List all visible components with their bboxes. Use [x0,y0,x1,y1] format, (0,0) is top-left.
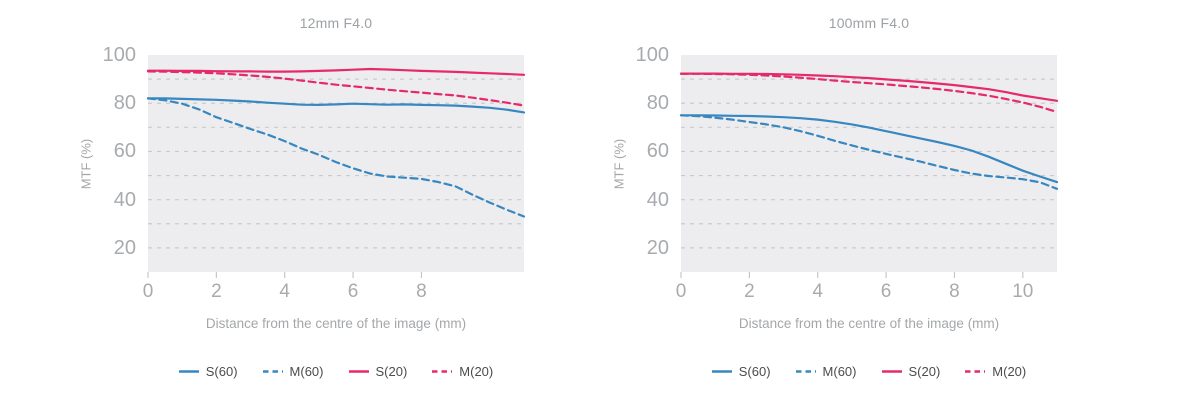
x-tick-label: 0 [675,281,687,302]
legend-label: S(20) [375,364,408,379]
y-tick-label: 80 [646,92,669,115]
plot-svg [679,55,1059,278]
legend-item-m20: M(20) [432,364,493,379]
x-axis-title: Distance from the centre of the image (m… [205,316,467,331]
y-tick-label: 80 [113,92,136,115]
legend: S(60) M(60) S(20) M(20) [148,364,524,379]
y-tick-label: 40 [113,188,136,211]
y-tick-label: 60 [113,140,136,163]
x-tick-label: 10 [1012,281,1034,302]
chart-title: 12mm F4.0 [299,15,373,31]
chart-title: 100mm F4.0 [828,15,910,31]
x-tick-label: 6 [880,281,892,302]
legend-item-s20: S(20) [881,364,941,379]
y-tick-label: 100 [102,44,136,66]
x-tick-label: 8 [416,281,427,302]
series-m60 [679,114,1059,190]
legend-item-s60: S(60) [711,364,771,379]
y-tick-label: 40 [646,188,669,211]
x-tick-label: 4 [279,281,290,302]
y-tick-label: 60 [646,140,669,163]
x-axis-title: Distance from the centre of the image (m… [738,316,1000,331]
dashed-line-swatch-icon [432,370,453,373]
x-tick-label: 6 [347,281,359,302]
solid-line-swatch-icon [881,370,902,373]
dashed-line-swatch-icon [795,370,816,373]
legend-label: M(20) [459,364,494,379]
solid-line-swatch-icon [711,370,732,373]
legend-label: S(60) [205,364,238,379]
legend-label: S(20) [908,364,941,379]
series-m20 [146,70,526,107]
dashed-line-swatch-icon [262,370,283,373]
legend-label: M(60) [289,364,324,379]
legend-label: M(60) [822,364,857,379]
series-s20 [146,67,526,76]
plot-svg [146,55,526,278]
series-s60 [146,97,526,114]
series-m20 [679,72,1059,114]
legend-item-s60: S(60) [178,364,238,379]
x-tick-label: 4 [812,281,823,302]
series-m60 [146,97,526,218]
x-tick-label: 2 [744,281,755,302]
solid-line-swatch-icon [178,370,199,373]
legend-item-m60: M(60) [795,364,857,379]
series-s60 [679,114,1059,184]
x-tick-label: 0 [142,281,154,302]
plot-area [148,55,524,272]
y-tick-label: 100 [635,44,669,66]
dashed-line-swatch-icon [965,370,986,373]
legend-item-s20: S(20) [348,364,408,379]
legend-label: M(20) [992,364,1027,379]
x-tick-label: 2 [211,281,222,302]
y-tick-label: 20 [113,236,136,259]
y-tick-label: 20 [646,236,669,259]
legend-item-m60: M(60) [262,364,324,379]
solid-line-swatch-icon [348,370,369,373]
legend-label: S(60) [738,364,771,379]
x-tick-label: 8 [949,281,960,302]
legend: S(60) M(60) S(20) M(20) [681,364,1057,379]
plot-area [681,55,1057,272]
legend-item-m20: M(20) [965,364,1026,379]
